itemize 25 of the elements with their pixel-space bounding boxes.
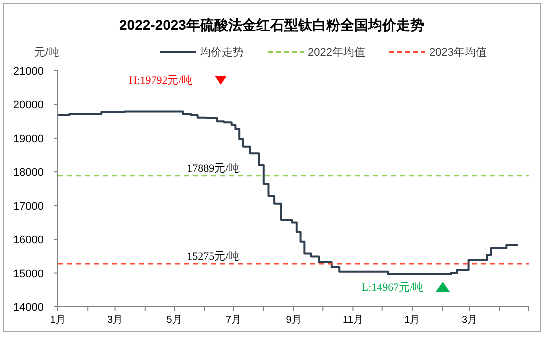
x-tick-label: 1月 (50, 315, 66, 326)
y-tick-label: 20000 (13, 100, 44, 112)
annotation: L:14967元/吨 (362, 281, 424, 294)
legend-label: 2023年均值 (430, 47, 487, 59)
x-tick-label: 3月 (462, 315, 478, 326)
x-tick-label: 7月 (226, 315, 242, 326)
y-tick-label: 16000 (13, 234, 44, 247)
annotation: 15275元/吨 (187, 250, 240, 264)
legend-label: 2022年均值 (308, 47, 366, 59)
y-tick-label: 18000 (13, 167, 44, 180)
y-tick-label: 14000 (13, 302, 44, 314)
y-tick-label: 19000 (13, 133, 44, 146)
x-tick-label: 1月 (404, 315, 420, 326)
legend-label: 均价走势 (199, 46, 244, 59)
y-tick-label: 17000 (13, 200, 44, 213)
x-tick-label: 9月 (286, 315, 302, 326)
x-tick-label: 5月 (166, 315, 182, 326)
y-tick-label: 21000 (13, 66, 44, 78)
y-axis-title: 元/吨 (34, 46, 60, 59)
x-tick-label: 3月 (108, 315, 124, 326)
chart-title: 2022-2023年硫酸法金红石型钛白粉全国均价走势 (120, 17, 424, 33)
annotation: 17889元/吨 (187, 162, 240, 175)
annotation: H:19792元/吨 (129, 74, 193, 87)
y-tick-label: 15000 (13, 268, 44, 280)
x-tick-label: 11月 (343, 315, 364, 326)
